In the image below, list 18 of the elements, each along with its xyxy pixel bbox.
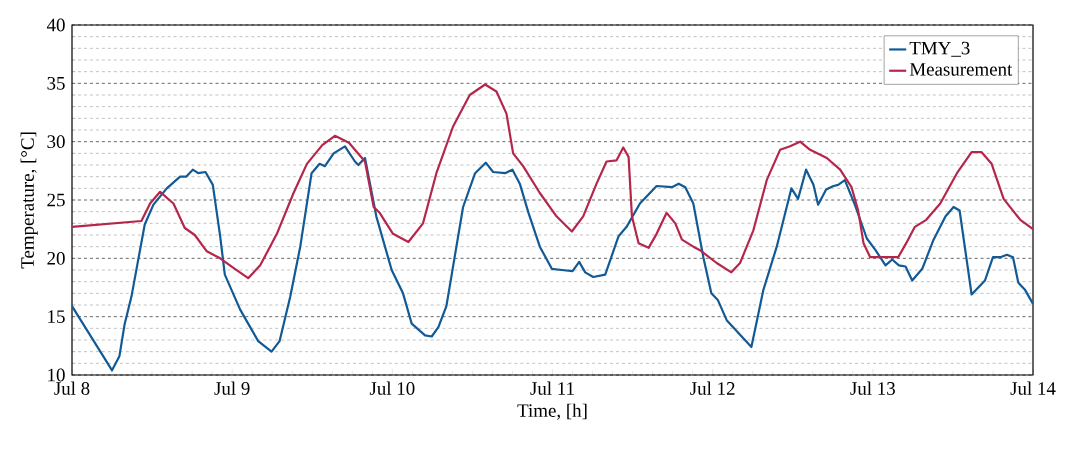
y-tick-label: 30 [47, 135, 65, 149]
y-tick-label: 35 [47, 76, 65, 90]
x-axis-title: Time, [h] [517, 403, 587, 420]
x-tick-label: Jul 8 [54, 381, 90, 395]
y-tick-label: 15 [48, 310, 65, 324]
x-tick-label: Jul 13 [850, 381, 895, 395]
x-tick-label: Jul 9 [214, 381, 250, 395]
y-tick-label: 10 [48, 368, 65, 382]
x-tick-label: Jul 10 [369, 381, 415, 395]
y-tick-label: 40 [46, 18, 65, 32]
y-axis-title: Temperature, [°C] [20, 132, 38, 269]
legend-label: TMY_3 [909, 41, 970, 57]
x-tick-label: Jul 12 [690, 381, 735, 395]
y-tick-label: 25 [47, 193, 65, 207]
x-tick-label: Jul 11 [530, 381, 574, 395]
y-tick-label: 20 [47, 251, 65, 265]
legend-label: Measurement [909, 63, 1013, 76]
x-tick-label: Jul 14 [1010, 381, 1056, 395]
